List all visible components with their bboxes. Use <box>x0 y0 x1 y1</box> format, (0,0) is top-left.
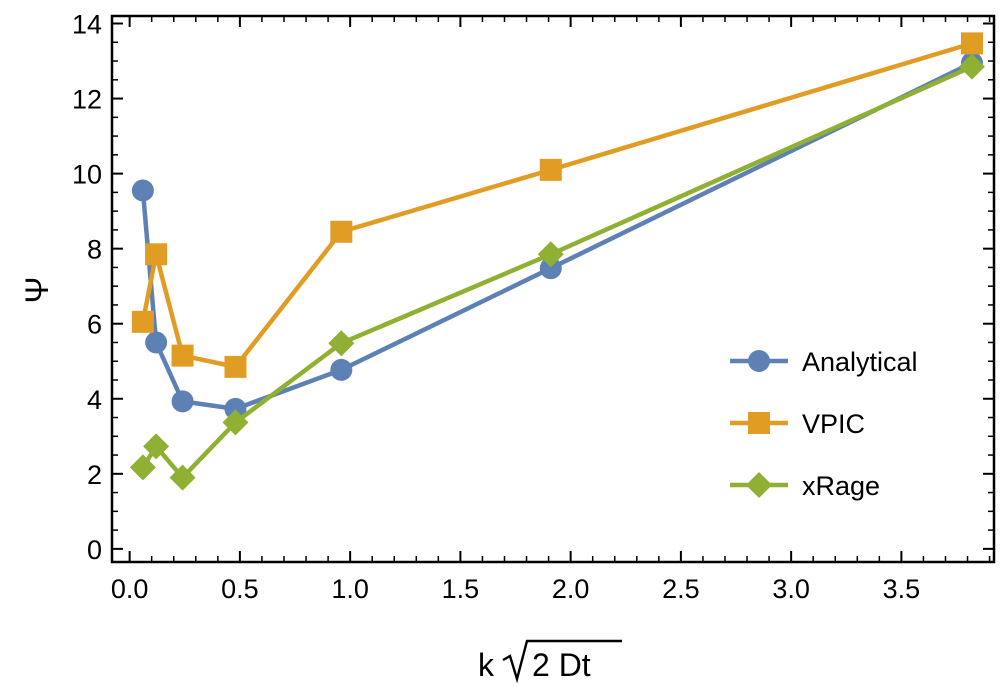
data-point-vpic <box>330 220 353 243</box>
plot-frame <box>110 14 996 564</box>
data-point-analytical <box>145 331 168 354</box>
legend-marker-analytical <box>748 350 770 372</box>
legend-entry-analytical: Analytical <box>730 347 918 377</box>
x-tick-label: 1.0 <box>331 574 369 604</box>
data-point-vpic <box>224 355 247 378</box>
data-point-vpic <box>171 344 194 367</box>
x-axis-title-prefix: k <box>478 647 495 683</box>
data-point-analytical <box>131 179 154 202</box>
data-point-xrage <box>328 330 355 357</box>
series-vpic <box>131 32 983 378</box>
data-point-xrage <box>129 454 156 481</box>
legend-label-analytical: Analytical <box>802 347 918 377</box>
y-tick-label: 0 <box>87 535 102 565</box>
legend: Analytical VPIC xRage <box>730 347 918 501</box>
data-point-xrage <box>537 241 564 268</box>
legend-label-xrage: xRage <box>802 471 880 501</box>
data-point-xrage <box>169 464 196 491</box>
data-point-analytical <box>330 358 353 381</box>
series-layer <box>129 32 985 491</box>
data-point-vpic <box>960 32 983 55</box>
legend-entry-vpic: VPIC <box>730 409 865 439</box>
x-tick-label: 0.0 <box>111 574 149 604</box>
major-ticks <box>112 16 994 562</box>
data-point-analytical <box>539 257 562 280</box>
series-xrage <box>129 53 985 491</box>
x-tick-label: 2.5 <box>662 574 700 604</box>
y-tick-label: 12 <box>72 85 102 115</box>
data-point-xrage <box>222 409 249 436</box>
tick-labels: 0.0 0.5 1.0 1.5 2.0 2.5 3.0 3.5 0 2 4 6 8 10 12 14 <box>72 10 920 604</box>
legend-label-vpic: VPIC <box>802 409 865 439</box>
data-point-xrage <box>958 53 985 80</box>
y-tick-label: 6 <box>87 310 102 340</box>
data-point-vpic <box>539 158 562 181</box>
data-point-vpic <box>145 243 168 266</box>
y-tick-label: 8 <box>87 235 102 265</box>
data-point-analytical <box>224 397 247 420</box>
data-point-analytical <box>171 390 194 413</box>
legend-entry-xrage: xRage <box>730 471 880 501</box>
data-point-vpic <box>131 310 154 333</box>
x-tick-label: 3.0 <box>772 574 810 604</box>
x-tick-label: 1.5 <box>442 574 480 604</box>
x-axis-title: k 2 Dt <box>478 639 622 684</box>
x-tick-label: 0.5 <box>221 574 259 604</box>
x-tick-label: 3.5 <box>883 574 921 604</box>
y-tick-label: 14 <box>72 10 102 40</box>
x-axis-title-radicand: 2 Dt <box>532 647 591 683</box>
y-tick-label: 4 <box>87 385 102 415</box>
legend-marker-xrage <box>746 472 772 498</box>
x-tick-label: 2.0 <box>552 574 590 604</box>
series-line-vpic <box>140 41 973 370</box>
x-axis-title-radical-sign <box>502 639 622 684</box>
legend-marker-vpic <box>748 412 770 434</box>
y-tick-label: 10 <box>72 160 102 190</box>
y-axis-title: Ψ <box>19 277 55 304</box>
series-analytical <box>131 51 983 420</box>
data-point-xrage <box>143 433 170 460</box>
y-tick-label: 2 <box>87 460 102 490</box>
